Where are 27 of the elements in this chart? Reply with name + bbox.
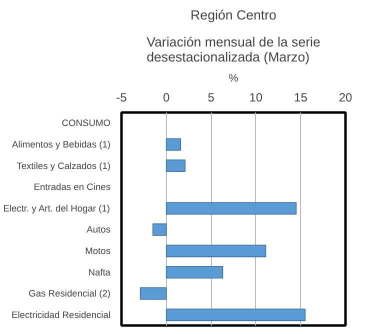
- bar: [166, 308, 306, 322]
- x-tick-label: 10: [249, 90, 263, 104]
- y-tick-label: Textiles y Calzados (1): [16, 160, 111, 171]
- bar: [166, 138, 182, 151]
- chart-subtitle: Variación mensual de la serie desestacionalizada (Marzo): [146, 34, 320, 64]
- x-tick-label: -5: [116, 90, 128, 104]
- bar: [166, 202, 297, 215]
- y-tick-label: Gas Residencial (2): [28, 288, 111, 299]
- x-tick-label: 15: [294, 90, 308, 104]
- y-tick-label: Nafta: [88, 267, 112, 278]
- bar: [166, 244, 266, 258]
- x-tick-label: 5: [208, 90, 215, 104]
- y-tick-label: Autos: [86, 224, 111, 235]
- y-tick-label: Electr. y Art. del Hogar (1): [3, 203, 110, 214]
- bar: [166, 266, 224, 279]
- bar: [166, 159, 186, 172]
- x-tick-label: 20: [338, 90, 352, 104]
- y-tick-label: Electricidad Residencial: [11, 310, 110, 320]
- y-tick-label: Motos: [85, 246, 111, 256]
- bar: [152, 223, 167, 236]
- x-axis-title: %: [228, 72, 239, 84]
- y-tick-label: Alimentos y Bebidas (1): [12, 139, 111, 150]
- bar: [140, 287, 167, 300]
- y-tick-label: Entradas en Cines: [34, 182, 111, 192]
- y-tick-label: CONSUMO: [62, 118, 111, 128]
- x-tick-label: 0: [162, 90, 170, 104]
- chart-title: Región Centro: [190, 8, 276, 22]
